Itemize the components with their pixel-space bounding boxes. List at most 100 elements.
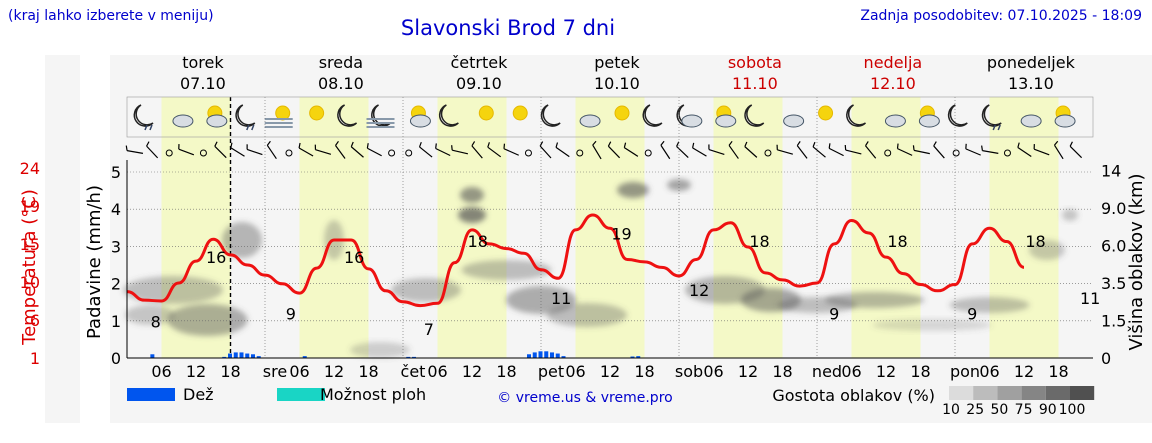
rain-bar [406, 356, 411, 358]
precip-tick: 5 [111, 163, 121, 182]
temperature-label: 12 [689, 281, 709, 300]
wind-barb-icon [981, 145, 999, 154]
temperature-label: 8 [151, 312, 161, 331]
rain-bar [532, 352, 537, 358]
temperature-label: 18 [887, 232, 907, 251]
temperature-label: 7 [424, 320, 434, 339]
wind-barb-icon [912, 145, 930, 155]
rain-bar [222, 356, 227, 358]
calm-wind-icon [764, 149, 772, 157]
rain-bar [412, 356, 416, 358]
hour-tick: 06 [427, 362, 447, 381]
sun-cloud-icon [1054, 105, 1076, 128]
temperature-label: 19 [611, 224, 631, 243]
temp-tick: 6 [30, 311, 40, 330]
rain-bar [233, 352, 238, 358]
hour-tick: 06 [703, 362, 723, 381]
rain-bar [251, 354, 255, 358]
cloud-height-tick: 3.5 [1101, 274, 1126, 293]
moon-rain-icon [133, 104, 154, 131]
hour-tick: 18 [634, 362, 654, 381]
cloud-density-blob [458, 207, 486, 223]
day-date: 09.10 [456, 74, 502, 93]
temperature-label: 18 [1025, 232, 1045, 251]
moon-icon [642, 104, 663, 127]
rain-bar [544, 351, 549, 358]
wind-barb-icon [692, 142, 707, 157]
wind-barb-icon [471, 141, 483, 159]
sun-fog-icon [264, 105, 293, 128]
wind-barb-icon [607, 141, 621, 159]
wind-barb-icon [335, 140, 346, 159]
wind-barb-icon [487, 142, 502, 158]
wind-barb-icon [1069, 141, 1083, 159]
rain-bar [150, 354, 155, 358]
hour-tick: 18 [220, 362, 240, 381]
hour-tick: 06 [151, 362, 171, 381]
cloud-icon [172, 114, 194, 128]
wind-barb-icon [796, 141, 808, 159]
wind-barb-icon [933, 141, 945, 159]
precip-tick: 4 [111, 200, 121, 219]
wind-barb-icon [214, 141, 227, 159]
hour-tick: 18 [1048, 362, 1068, 381]
rain-bar [561, 356, 566, 358]
precip-tick: 2 [111, 275, 121, 294]
cloud-icon [783, 114, 805, 128]
wind-barb-icon [350, 141, 364, 158]
temp-tick: 24 [20, 159, 40, 178]
day-tick: čet [401, 362, 426, 381]
wind-barb-icon [896, 143, 913, 156]
cloud-density-blob [1029, 240, 1065, 260]
cloud-legend-swatch [1070, 386, 1095, 400]
daytime-band [989, 97, 1059, 358]
cloud-density-blob [350, 342, 410, 358]
wind-barb-icon [676, 141, 689, 159]
rain-bar [302, 356, 307, 358]
cloud-density-blob [617, 182, 649, 198]
wind-barb-icon [298, 142, 314, 157]
moon-icon [744, 104, 765, 127]
moon-icon [438, 104, 459, 127]
rain-bar [527, 354, 531, 358]
hour-tick: 12 [324, 362, 344, 381]
wind-barb-icon [844, 144, 862, 155]
wind-barb-icon [125, 145, 144, 154]
cloud-density-blob [123, 276, 223, 304]
precip-axis-title: Padavine (mm/h) [84, 185, 105, 339]
calm-wind-icon [884, 149, 892, 157]
last-updated: Zadnja posodobitev: 07.10.2025 - 18:09 [860, 8, 1142, 24]
cloud-sun-icon [409, 105, 431, 128]
calm-wind-icon [1003, 149, 1011, 157]
hour-tick: 12 [600, 362, 620, 381]
calm-wind-icon [644, 149, 652, 157]
temperature-label: 9 [829, 304, 839, 323]
rain-bar [228, 353, 232, 358]
cloud-legend-level: 10 [942, 402, 960, 418]
wind-barb-icon [539, 141, 552, 159]
day-tick: pon [950, 362, 980, 381]
day-tick: sre [263, 362, 287, 381]
sun-cloud-icon [206, 105, 228, 128]
calm-wind-icon [285, 149, 293, 157]
day-name: ponedeljek [987, 53, 1076, 72]
precip-tick: 3 [111, 237, 121, 256]
hour-tick: 12 [462, 362, 482, 381]
wind-barb-icon [366, 143, 382, 157]
moon-icon [846, 104, 867, 127]
cloud-height-tick: 1.5 [1101, 312, 1126, 331]
sun-cloud-icon [918, 105, 940, 128]
wind-barb-icon [418, 141, 433, 158]
sun-cloud-icon [715, 105, 737, 128]
calm-wind-icon [952, 149, 960, 157]
cloud-density-blob [222, 222, 262, 258]
day-date: 12.10 [870, 74, 916, 93]
wind-barb-icon [435, 143, 451, 157]
temperature-label: 16 [344, 248, 364, 267]
wind-barb-icon [708, 144, 725, 156]
wind-barb-icon [503, 143, 519, 156]
wind-barb-icon [728, 140, 739, 159]
cloud-density-blob [167, 304, 248, 336]
moon-fog-icon [366, 104, 395, 128]
